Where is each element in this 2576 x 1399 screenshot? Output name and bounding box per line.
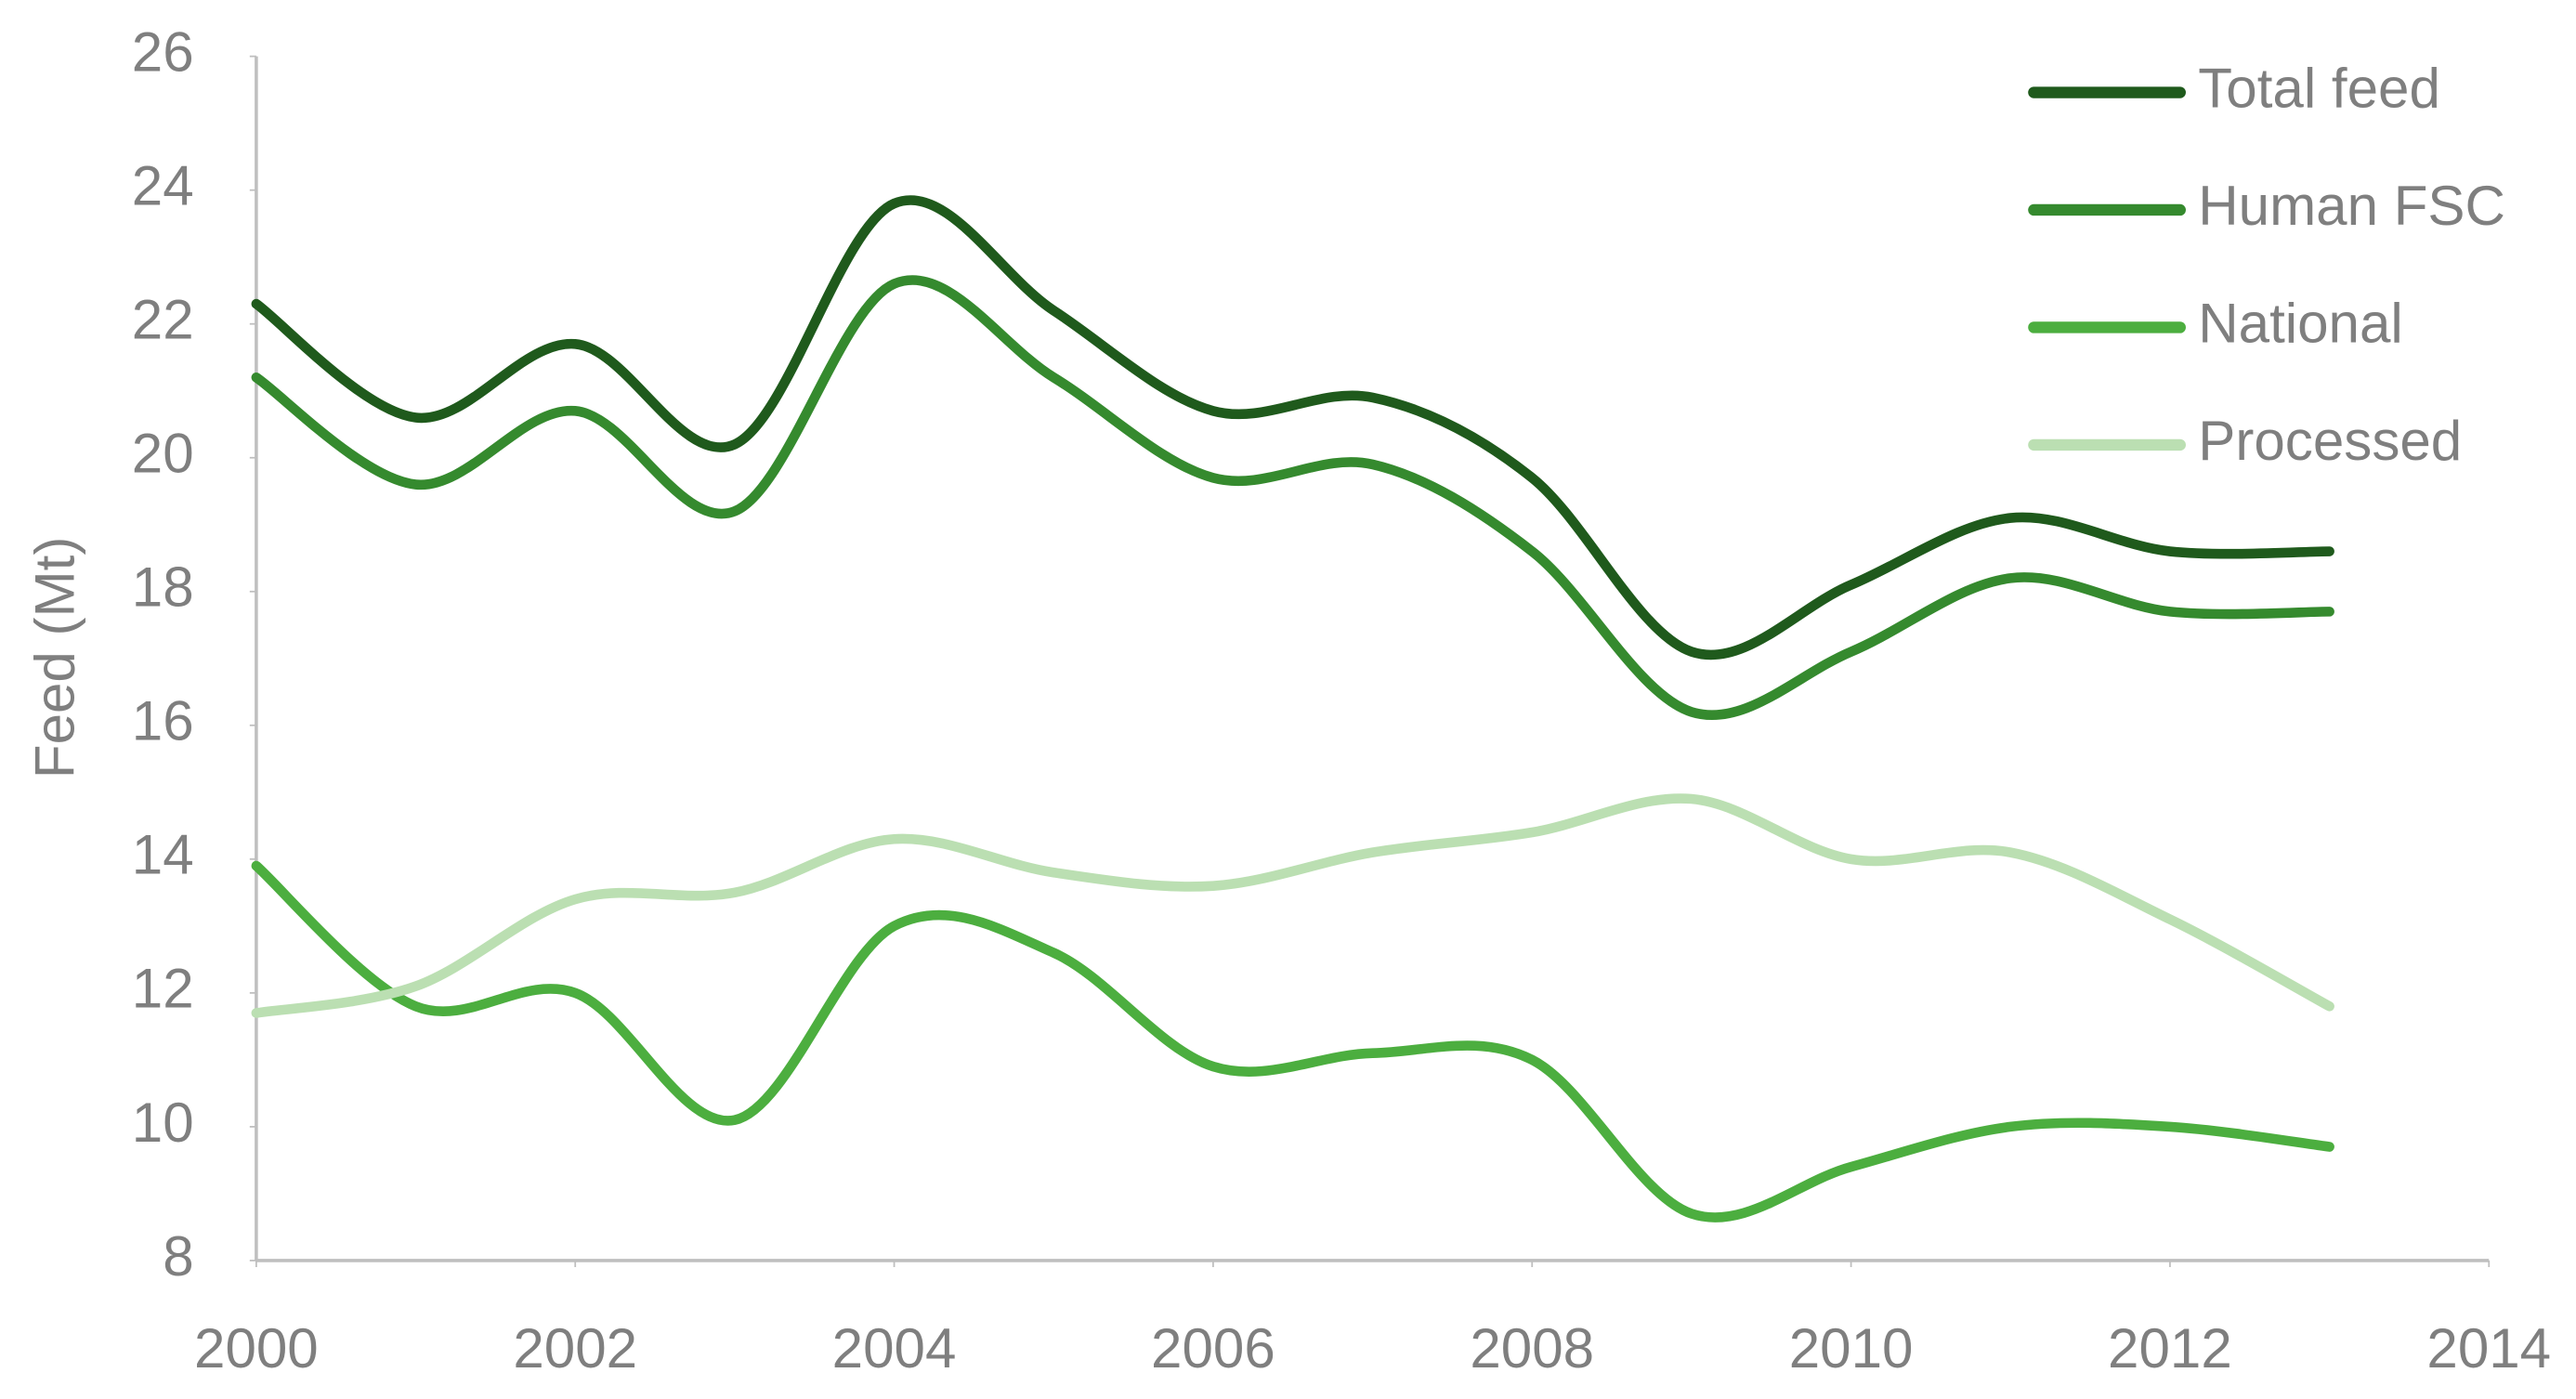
legend-label: National: [2198, 292, 2403, 354]
line: [251, 275, 2334, 721]
x-tick-label: 2008: [1470, 1317, 1594, 1379]
x-tick-label: 2000: [194, 1317, 319, 1379]
y-tick-label: 16: [132, 690, 194, 752]
x-tick-label: 2010: [1789, 1317, 1914, 1379]
x-tick-label: 2004: [832, 1317, 957, 1379]
x-tick-label: 2014: [2426, 1317, 2551, 1379]
line: [251, 195, 2334, 660]
x-tick-label: 2002: [513, 1317, 637, 1379]
y-tick-label: 18: [132, 556, 194, 619]
y-tick-label: 22: [132, 289, 194, 351]
x-tick-label: 2012: [2108, 1317, 2232, 1379]
line: [251, 793, 2334, 1018]
y-tick-label: 14: [132, 824, 194, 886]
y-tick-label: 10: [132, 1092, 194, 1154]
x-tick-label: 2006: [1151, 1317, 1275, 1379]
line: [251, 860, 2334, 1222]
y-tick-label: 20: [132, 423, 194, 485]
y-tick-label: 26: [132, 21, 194, 84]
legend-label: Total feed: [2198, 57, 2440, 119]
legend-label: Human FSC: [2198, 175, 2505, 237]
y-tick-label: 24: [132, 155, 194, 217]
y-tick-label: 8: [163, 1225, 193, 1288]
y-axis-label: Feed (Mt): [24, 537, 86, 779]
legend-label: Processed: [2198, 410, 2462, 472]
y-tick-label: 12: [132, 958, 194, 1020]
